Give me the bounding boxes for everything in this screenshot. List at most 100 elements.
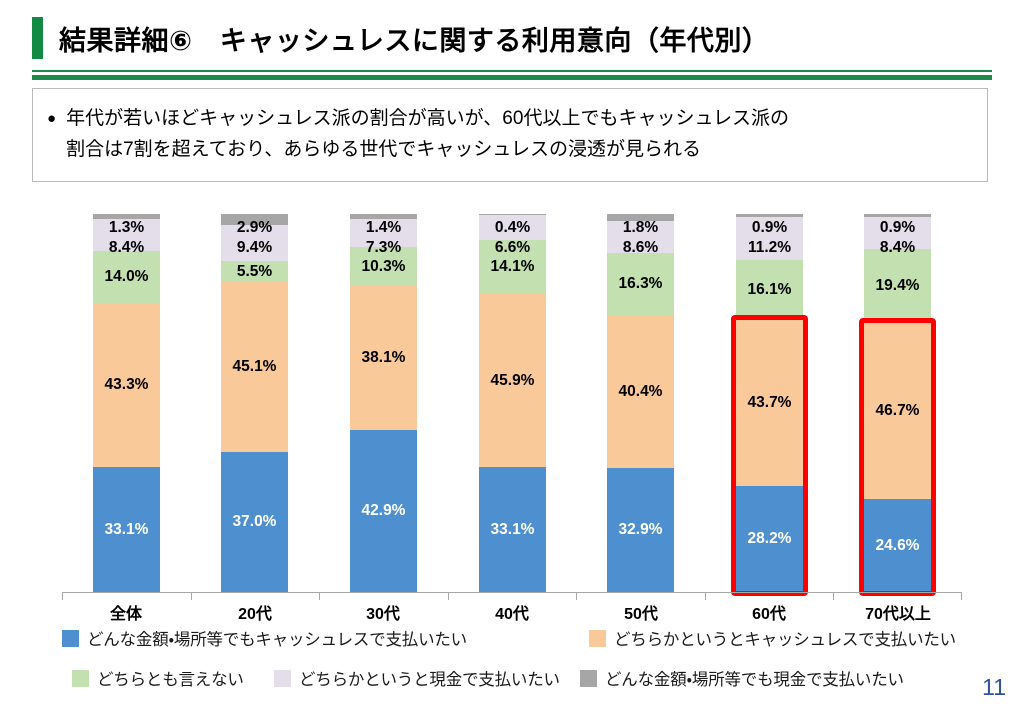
x-axis-category-label: 全体 <box>109 606 142 623</box>
x-axis-line <box>62 592 962 593</box>
segment-value-label: 38.1% <box>361 349 406 367</box>
x-axis-tick <box>319 592 320 600</box>
x-axis-tick <box>448 592 449 600</box>
summary-box: ● 年代が若いほどキャッシュレス派の割合が高いが、60代以上でもキャッシュレス派… <box>32 88 988 182</box>
bar-segment <box>736 217 803 260</box>
bar-segment <box>93 218 160 251</box>
summary-text: 年代が若いほどキャッシュレス派の割合が高いが、60代以上でもキャッシュレス派の … <box>66 103 789 165</box>
x-axis-category-label: 70代以上 <box>865 606 931 623</box>
legend-label: どんな金額・場所等でもキャッシュレスで支払いたい <box>87 631 467 649</box>
segment-value-label: 1.4% <box>365 219 402 236</box>
bar-segment: 28.2% <box>736 485 803 592</box>
legend-item[interactable]: どんな金額・場所等でもキャッシュレスで支払いたい <box>62 626 467 650</box>
bar-segment: 40.4% <box>607 314 674 468</box>
bar-stack: 32.9% 40.4% 16.3% <box>607 214 674 592</box>
bar-segment <box>221 214 288 226</box>
segment-value-label: 24.6% <box>875 536 920 554</box>
legend-item[interactable]: どんな金額・場所等でも現金で支払いたい <box>580 666 904 690</box>
title-accent-bar <box>32 17 43 59</box>
segment-value-label: 33.1% <box>104 520 149 538</box>
stacked-bar-chart: 33.1% 43.3% 14.0% 1.3% 8.4% 37.0% 45.1% 5.5% 2.9… <box>0 196 1024 636</box>
bar-segment <box>607 214 674 221</box>
bar-segment <box>221 225 288 261</box>
segment-value-label: 37.0% <box>232 513 277 531</box>
bar-segment: 5.5% <box>221 260 288 282</box>
bar-segment: 38.1% <box>350 285 417 430</box>
segment-value-label: 7.3% <box>365 239 402 256</box>
legend-color-swatch <box>274 669 291 687</box>
segment-value-label: 8.4% <box>879 239 916 256</box>
legend-label: どちらとも言えない <box>97 671 244 689</box>
x-axis-category-label: 40代 <box>495 606 529 623</box>
segment-value-label: 45.9% <box>490 371 535 389</box>
bar-segment: 19.4% <box>864 249 931 323</box>
bar-segment: 16.1% <box>736 259 803 321</box>
segment-value-label: 45.1% <box>232 358 277 376</box>
segment-value-label: 8.6% <box>622 239 659 256</box>
segment-value-label: 5.5% <box>236 262 273 280</box>
legend-label: どんな金額・場所等でも現金で支払いたい <box>605 671 904 689</box>
legend-color-swatch <box>72 669 89 687</box>
segment-value-label: 46.7% <box>875 402 920 419</box>
bar-segment <box>864 217 931 250</box>
bar-segment <box>864 214 931 218</box>
legend-color-swatch <box>580 669 597 687</box>
segment-value-label: 19.4% <box>875 277 920 295</box>
page-number: 11 <box>982 674 1006 700</box>
bar-segment: 45.9% <box>479 293 546 467</box>
bar-segment: 10.3% <box>350 246 417 286</box>
bar-column: 37.0% 45.1% 5.5% 2.9% 9.4% <box>221 214 288 592</box>
segment-value-label: 0.4% <box>494 219 531 236</box>
segment-value-label: 16.1% <box>747 281 792 299</box>
segment-value-label: 43.7% <box>747 394 792 412</box>
bar-segment: 14.0% <box>93 250 160 304</box>
segment-value-label: 0.9% <box>879 219 916 236</box>
bar-stack: 28.2% 43.7% 16.1% <box>736 213 803 592</box>
segment-value-label: 8.4% <box>108 239 145 256</box>
bar-segment <box>479 215 546 241</box>
bar-column: 33.1% 43.3% 14.0% 1.3% 8.4% <box>93 214 160 592</box>
bar-segment: 16.3% <box>607 253 674 315</box>
bar-column: 28.2% 43.7% 16.1% 0.9% 11.2% <box>736 213 803 592</box>
segment-value-label: 9.4% <box>236 239 273 256</box>
bar-segment: 43.3% <box>93 303 160 467</box>
segment-value-label: 14.1% <box>490 258 535 276</box>
bar-segment: 37.0% <box>221 452 288 592</box>
bar-column: 24.6% 46.7% 19.4% 0.9% 8.4% <box>864 214 931 592</box>
x-axis-tick <box>576 592 577 600</box>
x-axis-tick <box>62 592 63 600</box>
bar-segment <box>350 214 417 220</box>
legend-item[interactable]: どちらかというとキャッシュレスで支払いたい <box>589 626 956 650</box>
segment-value-label: 33.1% <box>490 520 535 538</box>
segment-value-label: 6.6% <box>494 239 531 256</box>
x-axis-category-label: 60代 <box>752 606 786 623</box>
summary-line-1: 年代が若いほどキャッシュレス派の割合が高いが、60代以上でもキャッシュレス派の <box>66 108 790 129</box>
segment-value-label: 11.2% <box>747 239 792 256</box>
bar-segment: 32.9% <box>607 467 674 592</box>
bar-column: 32.9% 40.4% 16.3% 1.8% 8.6% <box>607 214 674 592</box>
chart-legend: どんな金額・場所等でもキャッシュレスで支払いたい どちらかというとキャッシュレスで… <box>62 626 962 698</box>
legend-label: どちらかというとキャッシュレスで支払いたい <box>614 631 956 649</box>
bullet-icon: ● <box>47 110 57 127</box>
legend-item[interactable]: どちらとも言えない <box>72 666 244 690</box>
bar-segment <box>607 220 674 254</box>
x-axis-category-label: 50代 <box>624 606 658 623</box>
page-title: 結果詳細⑥ キャッシュレスに関する利用意向（年代別） <box>59 25 770 56</box>
segment-value-label: 10.3% <box>361 257 406 275</box>
segment-value-label: 40.4% <box>618 382 663 400</box>
bar-segment: 43.7% <box>736 320 803 486</box>
segment-value-label: 43.3% <box>104 376 149 394</box>
summary-line-2: 割合は7割を超えており、あらゆる世代でキャッシュレスの浸透が見られる <box>66 139 701 160</box>
segment-value-label: 32.9% <box>618 521 663 539</box>
segment-value-label: 0.9% <box>751 219 788 236</box>
header-rule-thin <box>32 70 992 72</box>
segment-value-label: 1.8% <box>622 219 659 236</box>
segment-value-label: 14.0% <box>104 268 149 286</box>
bar-segment: 33.1% <box>479 467 546 592</box>
bar-column: 42.9% 38.1% 10.3% 1.4% 7.3% <box>350 214 417 592</box>
bar-segment: 24.6% <box>864 499 931 592</box>
bar-segment <box>350 219 417 247</box>
x-axis-tick <box>191 592 192 600</box>
legend-item[interactable]: どちらかというと現金で支払いたい <box>274 666 560 690</box>
bar-stack: 24.6% 46.7% 19.4% <box>864 214 931 592</box>
